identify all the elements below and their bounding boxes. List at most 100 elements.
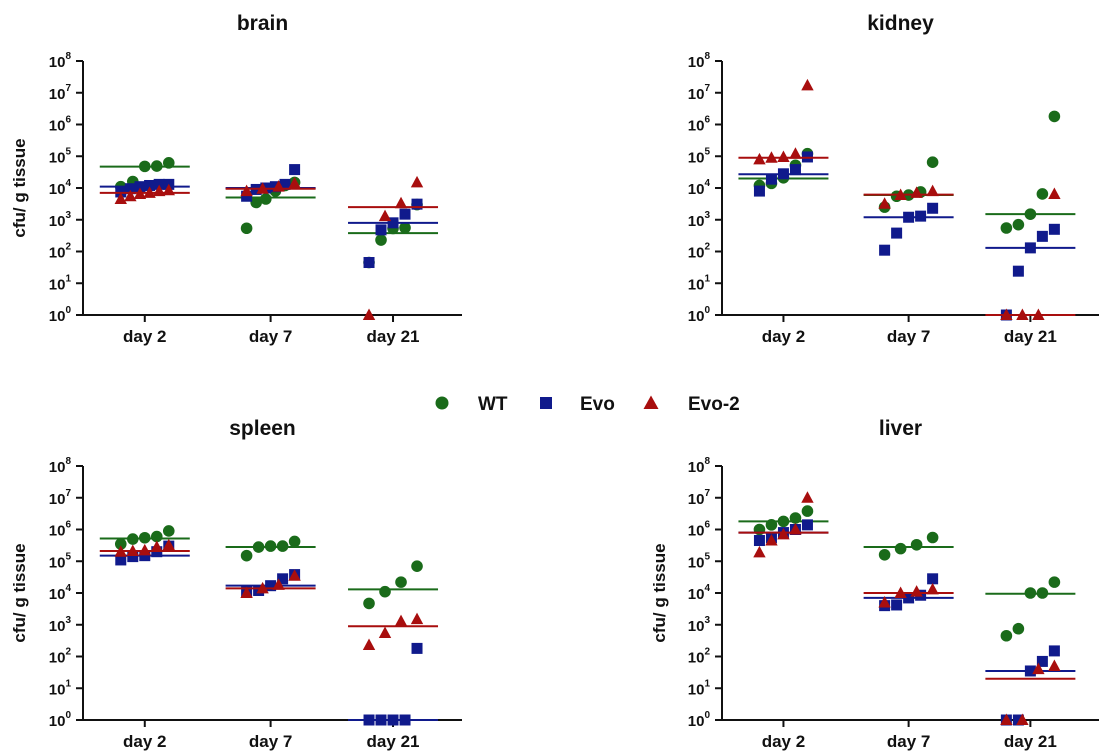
data-point [272,578,285,590]
y-tick-label: 106 [49,520,72,540]
x-tick-label: day 7 [249,327,292,346]
y-tick-label: 100 [688,305,711,325]
y-tick-label: 104 [49,178,72,198]
data-point [124,183,136,195]
data-point [801,519,813,531]
y-tick-label: 101 [49,678,72,698]
data-point [162,525,175,537]
chart-panel-brain: brain cfu/ g tissue 100 101 102 103 104 105 106 1… [10,12,462,346]
data-point [879,244,891,256]
chart-panel-liver: liver cfu/ g tissue 100 101 102 103 104 105 106 1… [650,417,1099,751]
panel-title: kidney [867,12,934,35]
data-point [240,222,253,235]
data-point [894,542,907,555]
data-point [1016,713,1029,725]
data-point [411,560,423,572]
y-tick-label: 106 [688,115,711,135]
data-point [411,642,423,654]
legend-item-Evo: Evo [540,394,615,415]
legend-marker [540,397,552,409]
legend-label: Evo-2 [688,394,740,415]
series-Evo-2 [99,175,439,320]
y-tick-label: 102 [49,647,72,667]
x-tick-label: day 2 [123,327,166,346]
data-point [1012,622,1025,635]
series-Evo-2 [99,538,439,651]
y-tick-label: 103 [49,210,72,230]
data-point [777,527,790,540]
data-point [241,190,253,202]
data-point [753,185,765,197]
data-point [150,540,163,553]
y-tick-label: 106 [688,520,711,540]
data-point [1012,265,1024,277]
data-point [1048,187,1061,199]
y-tick-label: 105 [49,146,72,166]
data-point [363,257,375,269]
data-point [410,612,424,625]
data-point [363,597,375,610]
series-WT [99,525,439,610]
data-point [1036,230,1048,242]
panel-title: brain [237,12,288,35]
data-point [789,164,801,176]
series-Evo [738,151,1076,321]
x-tick-label: day 2 [123,732,166,751]
chart-panel-spleen: spleen cfu/ g tissue 100 101 102 103 104 105 106… [10,417,462,751]
x-tick-label: day 21 [1004,327,1057,346]
data-point [1012,714,1024,726]
series-WT [738,505,1076,642]
data-point [375,234,387,246]
x-tick-label: day 7 [887,732,930,751]
x-tick-label: day 21 [367,732,420,751]
data-point [395,576,407,588]
data-point [394,196,408,209]
data-point [1048,576,1061,588]
y-tick-label: 105 [688,551,711,571]
data-point [144,179,156,191]
y-tick-label: 108 [49,51,72,71]
y-tick-label: 107 [49,488,72,508]
data-point [260,193,272,205]
data-point [1048,659,1061,672]
x-tick-label: day 2 [762,327,805,346]
data-point [789,147,802,159]
data-point [1036,655,1048,667]
y-tick-label: 102 [688,647,711,667]
legend-label: Evo [580,394,615,415]
data-point [411,198,423,210]
y-tick-label: 107 [688,83,711,103]
data-point [915,210,927,222]
y-tick-label: 107 [49,83,72,103]
y-tick-label: 100 [688,710,711,730]
x-tick-label: day 7 [887,327,930,346]
data-point [250,196,263,209]
data-point [765,534,778,546]
data-point [240,549,253,562]
y-tick-label: 104 [688,178,711,198]
y-tick-label: 105 [49,551,72,571]
data-point [926,582,939,595]
data-point [878,197,891,209]
y-tick-label: 103 [49,615,72,635]
panel-title: liver [879,417,922,440]
x-tick-label: day 2 [762,732,805,751]
data-point [926,156,939,168]
y-tick-label: 100 [49,305,72,325]
chart-panel-kidney: kidney 100 101 102 103 104 105 106 107 108 day 2 da… [688,12,1099,346]
y-tick-label: 104 [49,583,72,603]
y-axis-label: cfu/ g tissue [10,138,29,237]
y-tick-label: 101 [49,273,72,293]
data-point [379,585,391,598]
data-point [1000,222,1013,234]
data-point [753,545,766,558]
data-point [1000,629,1013,642]
data-point [1048,110,1061,123]
data-point [801,505,814,517]
data-point [1036,188,1049,200]
y-tick-label: 101 [688,273,711,293]
y-tick-label: 105 [688,146,711,166]
data-point [926,531,939,544]
data-point [878,596,891,608]
